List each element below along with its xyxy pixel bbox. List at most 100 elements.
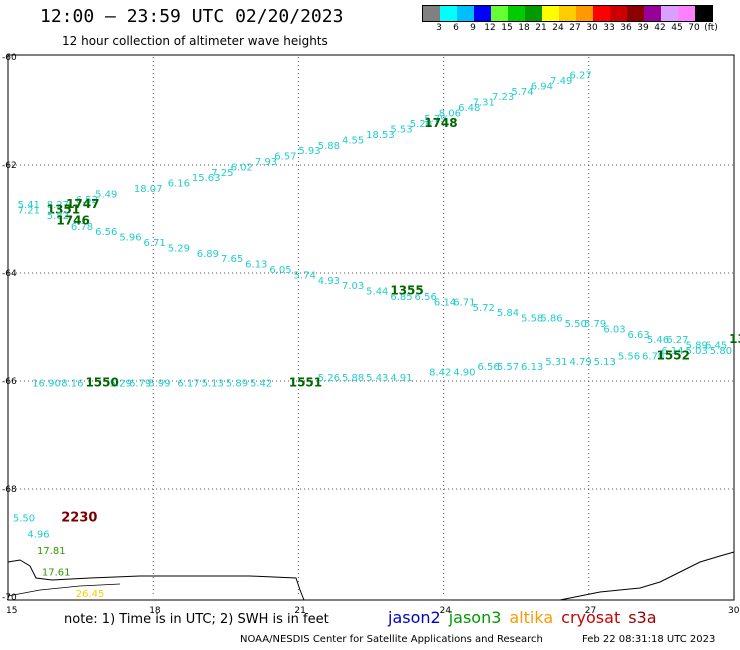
swh-value: 6.71: [144, 238, 166, 249]
satellite-legend: jason2 jason3 altika cryosat s3a: [388, 608, 665, 627]
color-swatch: [695, 6, 712, 21]
swh-value: 7.31: [473, 98, 495, 109]
color-scale-tick: 12: [484, 23, 496, 33]
color-scale-tick: 70: [688, 23, 700, 33]
swh-value: 6.70: [642, 351, 664, 362]
track-c-southern: 16.90 8.16 5.296.795.99 6.17 5.13 5.89 5.42 5.2…: [32, 346, 732, 389]
color-scale-tick: 45: [671, 23, 683, 33]
color-scale-tick: 39: [637, 23, 649, 33]
swh-value: 8.16: [61, 378, 83, 389]
graticule: [8, 57, 734, 597]
page-title: 12:00 – 23:59 UTC 02/20/2023: [40, 6, 344, 27]
swh-value: 5.31: [545, 357, 567, 368]
swh-value: 4.79: [569, 357, 591, 368]
swh-value: 6.27: [569, 71, 591, 82]
coastline-shelf: [7, 583, 121, 597]
swh-value: 5.89: [686, 341, 708, 352]
legend-altika: altika: [509, 608, 554, 627]
swh-value: 6.71: [453, 297, 475, 308]
swh-value: 5.46: [647, 335, 669, 346]
swh-value: 6.13: [521, 362, 543, 373]
color-swatch: [474, 6, 491, 21]
latitude-label: -64: [2, 269, 17, 279]
color-swatch: [627, 6, 644, 21]
swh-value: 7.23: [492, 92, 514, 103]
swh-color-scale: 3 6 9 12 15 18 21 24 27 30 33 36 39 42 45 70 (ft): [422, 5, 718, 34]
swh-value: 16.90: [32, 378, 61, 389]
swh-value: 4.90: [453, 368, 475, 379]
swh-value: 5.84: [497, 308, 519, 319]
swh-value: 6.56: [477, 362, 499, 373]
swh-value: 6.85: [390, 292, 412, 303]
swh-value: 5.43: [366, 373, 388, 384]
color-swatch: [525, 6, 542, 21]
swh-value: 4.55: [342, 135, 364, 146]
swh-value: 5.57: [497, 362, 519, 373]
swh-value: 7.03: [342, 281, 364, 292]
swh-value: 6.63: [628, 330, 650, 341]
color-scale-tick: 3: [436, 23, 442, 33]
swh-value: 5.50: [13, 513, 35, 524]
swh-value: 17.81: [37, 546, 66, 557]
swh-value: 8.27: [47, 200, 69, 211]
page-subtitle: 12 hour collection of altimeter wave hei…: [62, 34, 328, 48]
swh-value: 5.03: [686, 346, 708, 357]
pass-time-label: 1748: [424, 116, 457, 130]
swh-value: 5.41: [18, 200, 40, 211]
swh-value: 5.13: [594, 357, 616, 368]
color-scale-tick: 9: [470, 23, 476, 33]
color-scale-tick: 42: [654, 23, 666, 33]
swh-value: 6.52: [76, 195, 98, 206]
swh-value: 6.79: [129, 378, 151, 389]
latitude-label: -68: [2, 485, 17, 495]
legend-jason2: jason2: [388, 608, 441, 627]
swh-value: 5.29: [168, 243, 190, 254]
swh-value: 18.07: [134, 184, 163, 195]
color-swatch: [423, 6, 440, 21]
swh-value: 5.74: [294, 270, 316, 281]
longitude-label: 27: [585, 606, 596, 616]
pass-time-label: 1551: [289, 375, 322, 389]
swh-value: 4.93: [318, 276, 340, 287]
pass-time-label: 1355: [390, 284, 423, 298]
swh-value: 5.58: [521, 314, 543, 325]
latitude-label: -66: [2, 377, 17, 387]
swh-value: 7.21: [18, 206, 40, 217]
swh-value: 6.27: [666, 335, 688, 346]
color-scale-tick: 21: [535, 23, 547, 33]
swh-value: 6.48: [458, 103, 480, 114]
generation-timestamp: Feb 22 08:31:18 UTC 2023: [582, 634, 716, 645]
swh-value: 5.79: [424, 114, 446, 125]
swh-value: 7.25: [211, 168, 233, 179]
longitude-label: 18: [149, 606, 161, 616]
swh-value: 5.79: [584, 319, 606, 330]
color-swatch: [593, 6, 610, 21]
swh-value: 5.89: [226, 378, 248, 389]
swh-value: 17.61: [42, 567, 71, 578]
swh-value: 6.03: [603, 324, 625, 335]
swh-value: 6.05: [269, 265, 291, 276]
map-frame: [7, 54, 735, 601]
pass-time-label: 1747: [66, 197, 99, 211]
color-swatch: [508, 6, 525, 21]
latitude-label: -62: [2, 161, 17, 171]
longitude-label: 21: [294, 606, 305, 616]
cryosat-values: 5.50 2230 4.96 17.81 17.61 26.45: [13, 510, 105, 600]
color-swatch: [576, 6, 593, 21]
pass-time-label: 1552: [657, 348, 690, 362]
color-swatch: [542, 6, 559, 21]
swh-value: 5.86: [540, 314, 562, 325]
swh-value: 6.16: [168, 179, 190, 190]
swh-value: 7.65: [221, 254, 243, 265]
color-scale-swatches: [422, 5, 713, 22]
swh-value: 5.93: [298, 146, 320, 157]
swh-value: 5.82: [47, 211, 69, 222]
swh-value: 6.13: [245, 260, 267, 271]
color-scale-tick: 30: [586, 23, 598, 33]
color-scale-tick: 15: [501, 23, 513, 33]
latitude-label: -70: [2, 593, 17, 603]
swh-value: 5.74: [511, 87, 533, 98]
swh-value: 5.50: [565, 319, 587, 330]
legend-cryosat: cryosat: [561, 608, 621, 627]
coastline-east: [559, 551, 735, 601]
